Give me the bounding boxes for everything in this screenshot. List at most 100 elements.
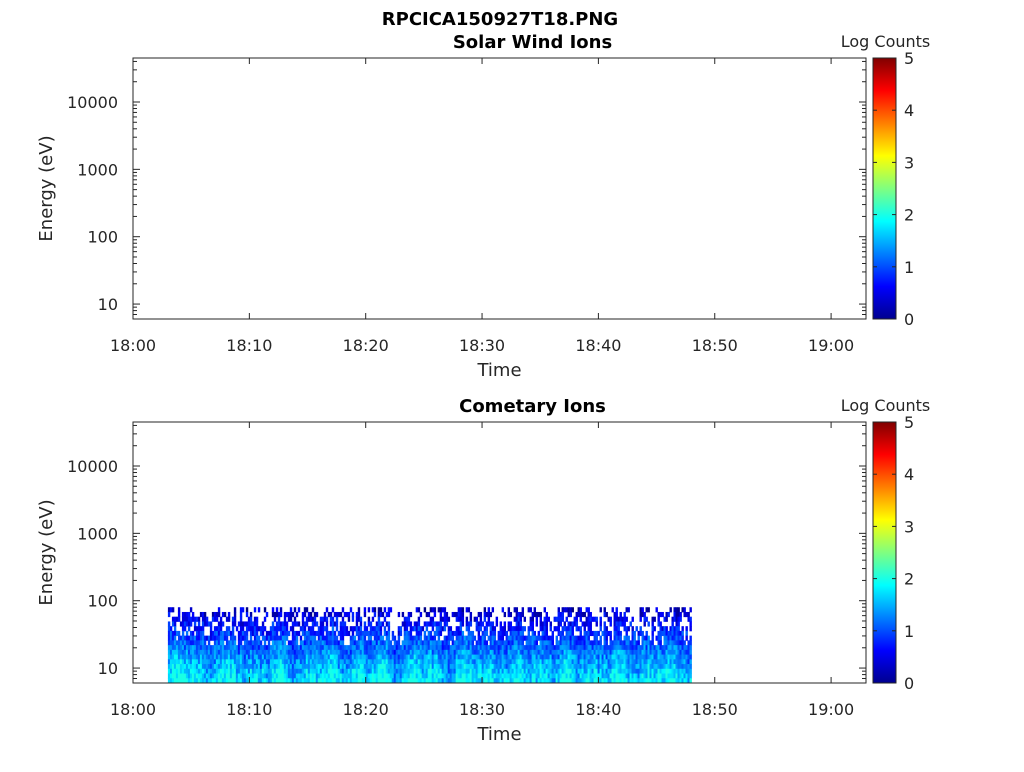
heatmap-cell bbox=[515, 630, 519, 637]
heatmap-cell bbox=[569, 654, 572, 660]
heatmap-cell bbox=[651, 616, 654, 622]
heatmap-cell bbox=[247, 640, 251, 646]
heatmap-cell bbox=[313, 645, 317, 651]
heatmap-cell bbox=[231, 668, 235, 674]
y-tick-label: 10000 bbox=[67, 93, 118, 112]
heatmap-cell bbox=[289, 668, 293, 674]
heatmap-cell bbox=[237, 668, 241, 674]
heatmap-cell bbox=[303, 611, 307, 618]
heatmap-cell bbox=[261, 659, 265, 665]
y-axis-label: Energy (eV) bbox=[36, 135, 57, 241]
heatmap-cell bbox=[177, 630, 181, 637]
heatmap-cell bbox=[273, 668, 277, 674]
heatmap-cell bbox=[489, 659, 493, 665]
heatmap-cell bbox=[417, 621, 421, 627]
heatmap-cell bbox=[423, 673, 427, 679]
heatmap-cell bbox=[603, 621, 606, 627]
heatmap-cell bbox=[367, 640, 371, 646]
heatmap-cell bbox=[677, 673, 680, 679]
heatmap-cell bbox=[423, 635, 427, 641]
heatmap-cell bbox=[479, 611, 483, 618]
heatmap-cell bbox=[351, 664, 355, 670]
heatmap-cell bbox=[605, 659, 608, 665]
heatmap-cell bbox=[453, 678, 457, 684]
heatmap-cell bbox=[571, 635, 574, 641]
heatmap-cell bbox=[539, 626, 542, 632]
heatmap-cell bbox=[495, 668, 499, 674]
heatmap-cell bbox=[667, 640, 670, 646]
heatmap-cell bbox=[199, 640, 203, 646]
heatmap-cell bbox=[283, 668, 287, 674]
heatmap-cell bbox=[435, 649, 439, 655]
heatmap-cell bbox=[239, 607, 243, 613]
heatmap-cell bbox=[385, 635, 389, 641]
heatmap-cell bbox=[409, 630, 413, 637]
heatmap-cell bbox=[467, 607, 471, 613]
heatmap-cell bbox=[197, 654, 201, 660]
heatmap-cell bbox=[203, 635, 207, 641]
y-tick-label: 100 bbox=[87, 228, 118, 247]
heatmap-cell bbox=[387, 611, 391, 618]
heatmap-cell bbox=[277, 668, 281, 674]
heatmap-cell bbox=[545, 668, 548, 674]
heatmap-cell bbox=[409, 659, 413, 665]
heatmap-cell bbox=[177, 635, 181, 641]
heatmap-cell bbox=[225, 635, 229, 641]
heatmap-cell bbox=[551, 654, 554, 660]
heatmap-cell bbox=[281, 654, 285, 660]
heatmap-cell bbox=[431, 645, 435, 651]
heatmap-cell bbox=[585, 616, 588, 622]
heatmap-cell bbox=[305, 640, 309, 646]
heatmap-cell bbox=[381, 654, 385, 660]
heatmap-cell bbox=[551, 645, 554, 651]
heatmap-cell bbox=[577, 654, 580, 660]
heatmap-cell bbox=[227, 664, 231, 670]
heatmap-cell bbox=[219, 630, 223, 637]
heatmap-cell bbox=[515, 611, 519, 618]
heatmap-cell bbox=[513, 659, 517, 665]
heatmap-cell bbox=[433, 678, 437, 684]
heatmap-cell bbox=[563, 673, 566, 679]
heatmap-cell bbox=[319, 673, 323, 679]
heatmap-cell bbox=[641, 673, 644, 679]
heatmap-cell bbox=[555, 678, 558, 684]
heatmap-cell bbox=[489, 611, 493, 618]
heatmap-cell bbox=[351, 635, 355, 641]
heatmap-cell bbox=[375, 630, 379, 637]
heatmap-cell bbox=[223, 611, 227, 618]
heatmap-cell bbox=[291, 611, 295, 618]
heatmap-cell bbox=[377, 640, 381, 646]
heatmap-cell bbox=[621, 616, 624, 622]
heatmap-cell bbox=[289, 616, 293, 622]
heatmap-cell bbox=[277, 640, 281, 646]
heatmap-cell bbox=[225, 640, 229, 646]
heatmap-cell bbox=[363, 678, 367, 684]
heatmap-cell bbox=[685, 626, 688, 632]
heatmap-cell bbox=[469, 635, 473, 641]
heatmap-cell bbox=[413, 640, 417, 646]
heatmap-cell bbox=[331, 659, 335, 665]
heatmap-cell bbox=[583, 630, 586, 637]
heatmap-cell bbox=[487, 673, 491, 679]
heatmap-cell bbox=[549, 645, 552, 651]
heatmap-cell bbox=[169, 659, 173, 665]
heatmap-cell bbox=[307, 664, 311, 670]
heatmap-cell bbox=[239, 654, 243, 660]
heatmap-cell bbox=[445, 621, 449, 627]
heatmap-cell bbox=[657, 645, 660, 651]
heatmap-cell bbox=[605, 635, 608, 641]
heatmap-cell bbox=[623, 659, 626, 665]
heatmap-cell bbox=[447, 664, 451, 670]
heatmap-cell bbox=[385, 649, 389, 655]
heatmap-cell bbox=[627, 664, 630, 670]
heatmap-cell bbox=[587, 640, 590, 646]
heatmap-cell bbox=[229, 678, 233, 684]
heatmap-cell bbox=[493, 635, 497, 641]
heatmap-cell bbox=[591, 678, 594, 684]
heatmap-cell bbox=[445, 678, 449, 684]
heatmap-cell bbox=[471, 645, 475, 651]
heatmap-cell bbox=[573, 649, 576, 655]
heatmap-cell bbox=[419, 654, 423, 660]
heatmap-cell bbox=[363, 673, 367, 679]
heatmap-cell bbox=[181, 621, 185, 627]
